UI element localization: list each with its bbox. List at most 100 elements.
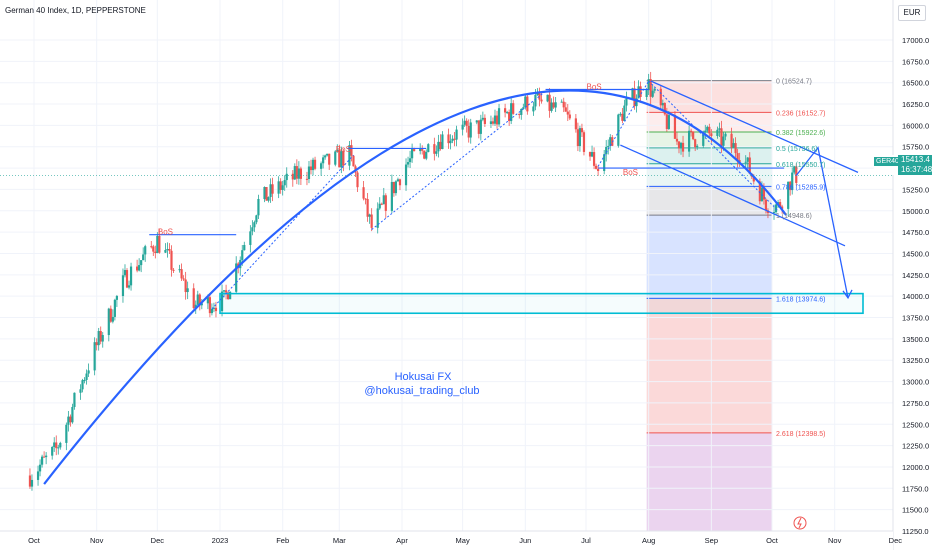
candle-body [113, 299, 116, 317]
y-tick-label: 15000.0 [902, 207, 929, 216]
candle-body [378, 203, 381, 209]
candle-body [732, 143, 735, 148]
candle-body [778, 202, 782, 207]
candle-body [681, 142, 685, 152]
candle-body [532, 106, 535, 112]
candle-body [87, 370, 90, 374]
candle-body [95, 342, 98, 346]
candle-body [144, 246, 147, 255]
fib-level-label: 0.618 (15550.7) [776, 162, 825, 169]
candle-body [138, 265, 141, 271]
candle-body [738, 160, 741, 162]
candle-body [152, 246, 155, 252]
candle-body [692, 131, 695, 140]
candle-body [512, 103, 515, 114]
candle-body [406, 162, 410, 165]
candle-body [433, 144, 436, 154]
candle-body [53, 442, 56, 447]
candle-body [73, 392, 76, 407]
lightning-icon[interactable] [793, 516, 807, 530]
candle-body [560, 101, 563, 103]
candle-body [495, 115, 499, 125]
candle-body [382, 195, 385, 205]
watermark-name: Hokusai FX [395, 371, 453, 383]
dotted-trend-line[interactable] [371, 90, 546, 230]
candle-body [277, 181, 280, 194]
candle-body [619, 113, 622, 115]
x-tick-label: Nov [90, 536, 104, 545]
candle-body [748, 157, 751, 174]
dotted-trend-line[interactable] [597, 80, 650, 167]
y-tick-label: 16500.0 [902, 79, 929, 88]
candle-body [51, 446, 54, 456]
candle-body [342, 151, 345, 166]
candle-body [688, 130, 691, 152]
projection-arrowhead[interactable] [842, 289, 853, 300]
bos-label: BoS [623, 168, 638, 177]
candle-body [590, 152, 594, 157]
candle-body [164, 249, 167, 253]
candle-body [257, 198, 260, 216]
candle-body [461, 124, 464, 130]
x-tick-label: Nov [828, 536, 842, 545]
price-axis-bg [893, 0, 932, 550]
candle-body [568, 114, 571, 119]
channel-lower-line[interactable] [620, 144, 846, 247]
channel-upper-line[interactable] [650, 80, 859, 173]
candle-body [356, 172, 359, 188]
candle-body [665, 114, 668, 129]
bos-label: BoS [336, 145, 351, 154]
candle-body [150, 246, 153, 248]
candle-body [704, 130, 707, 133]
candle-body [168, 249, 171, 251]
fib-band [646, 298, 772, 433]
candle-body [425, 151, 428, 159]
bos-label: BoS [587, 83, 602, 92]
candle-body [552, 102, 555, 108]
candle-body [281, 185, 284, 190]
candle-body [637, 86, 640, 99]
fib-band [646, 147, 772, 164]
candle-body [43, 456, 46, 458]
y-tick-label: 16000.0 [902, 121, 929, 130]
candle-body [546, 94, 549, 102]
candle-body [384, 195, 387, 211]
currency-selector[interactable]: EUR [898, 5, 926, 21]
candle-body [540, 99, 543, 102]
candle-body [477, 120, 480, 134]
candle-body [489, 121, 493, 125]
drawing-annotations[interactable] [0, 80, 893, 485]
x-tick-label: Dec [889, 536, 903, 545]
candle-body [336, 149, 339, 152]
candle-body [659, 88, 662, 106]
candle-body [481, 117, 484, 120]
candle-body [324, 155, 327, 158]
candle-body [635, 98, 638, 107]
y-tick-label: 13500.0 [902, 335, 929, 344]
y-tick-label: 11750.0 [902, 484, 929, 493]
candle-body [390, 181, 393, 211]
y-tick-label: 16250.0 [902, 100, 929, 109]
candle-body [772, 212, 776, 214]
candle-body [663, 103, 666, 115]
candle-body [649, 79, 652, 97]
price-tag-value: 15413.4 [898, 155, 932, 165]
parabolic-support-curve[interactable] [43, 89, 788, 485]
candle-body [166, 249, 169, 251]
fib-level-label: 1.618 (13974.6) [776, 296, 825, 303]
target-zone-box[interactable] [219, 292, 864, 315]
candle-body [366, 199, 369, 217]
candle-body [398, 179, 402, 186]
candle-body [328, 153, 331, 165]
candle-body [338, 149, 341, 168]
dotted-trend-line[interactable] [211, 154, 354, 310]
candle-body [380, 203, 383, 205]
x-tick-label: Oct [28, 536, 41, 545]
projection-path[interactable] [795, 146, 849, 299]
candle-body [410, 149, 414, 159]
x-tick-label: Mar [333, 536, 346, 545]
candle-body [562, 101, 565, 108]
dotted-trend-line[interactable] [648, 80, 779, 212]
